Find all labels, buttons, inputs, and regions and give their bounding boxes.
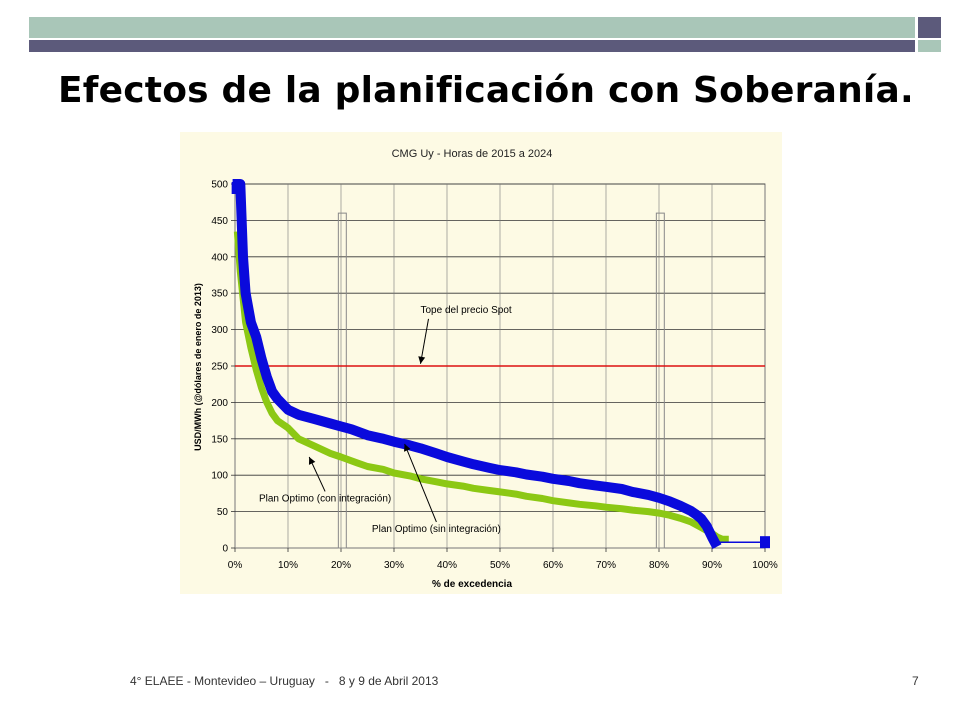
highlight-band <box>337 212 347 549</box>
y-tick-label: 100 <box>211 471 228 482</box>
slide-title: Efectos de la planificación con Soberaní… <box>58 70 914 111</box>
highlight-band <box>655 212 665 549</box>
series-tail-sin-integracion <box>714 541 766 545</box>
annotation-arrowhead <box>308 457 316 465</box>
x-tick-label: 80% <box>649 560 669 571</box>
chart-title: CMG Uy - Horas de 2015 a 2024 <box>392 148 553 160</box>
annotation-arrowhead <box>418 356 426 364</box>
header-bar-light <box>29 17 915 38</box>
header-square-dark <box>918 17 941 38</box>
annotation-arrow <box>404 443 437 523</box>
x-tick-label: 60% <box>543 560 563 571</box>
series-line-sin-integracion <box>232 179 722 549</box>
annotation-label: Plan Optimo (con integración) <box>259 493 391 504</box>
annotation-arrowhead <box>403 443 411 452</box>
annotation-label: Plan Optimo (sin integración) <box>372 524 501 535</box>
x-tick-label: 50% <box>490 560 510 571</box>
y-tick-label: 350 <box>211 289 228 300</box>
header-square-light <box>918 40 941 52</box>
y-tick-label: 200 <box>211 398 228 409</box>
x-tick-label: 10% <box>278 560 298 571</box>
series-line-con-integracion <box>233 231 729 543</box>
annotation-label: Tope del precio Spot <box>421 305 512 316</box>
x-axis-label: % de excedencia <box>432 579 512 590</box>
annotation-arrow <box>420 318 429 364</box>
header-bar-dark <box>29 40 915 52</box>
y-tick-label: 300 <box>211 325 228 336</box>
series-end-marker <box>760 536 770 549</box>
x-tick-label: 0% <box>228 560 243 571</box>
x-tick-label: 100% <box>752 560 778 571</box>
x-tick-label: 20% <box>331 560 351 571</box>
y-tick-label: 250 <box>211 362 228 373</box>
chart-panel: CMG Uy - Horas de 2015 a 2024 % de exced… <box>180 132 782 594</box>
x-tick-label: 30% <box>384 560 404 571</box>
x-tick-label: 70% <box>596 560 616 571</box>
y-tick-label: 400 <box>211 252 228 263</box>
page-number: 7 <box>912 674 919 688</box>
y-tick-label: 50 <box>217 507 229 518</box>
x-tick-label: 90% <box>702 560 722 571</box>
y-axis-label: USD/MWh (@dólares de enero de 2013) <box>193 283 203 451</box>
series-start-marker <box>231 182 244 194</box>
x-tick-label: 40% <box>437 560 457 571</box>
slide-footer: 4° ELAEE - Montevideo – Uruguay - 8 y 9 … <box>130 674 439 688</box>
y-tick-label: 150 <box>211 434 228 445</box>
y-tick-label: 0 <box>222 544 228 555</box>
chart-svg: CMG Uy - Horas de 2015 a 2024 % de exced… <box>193 148 778 590</box>
y-tick-label: 450 <box>211 216 228 227</box>
y-tick-label: 500 <box>211 180 228 191</box>
